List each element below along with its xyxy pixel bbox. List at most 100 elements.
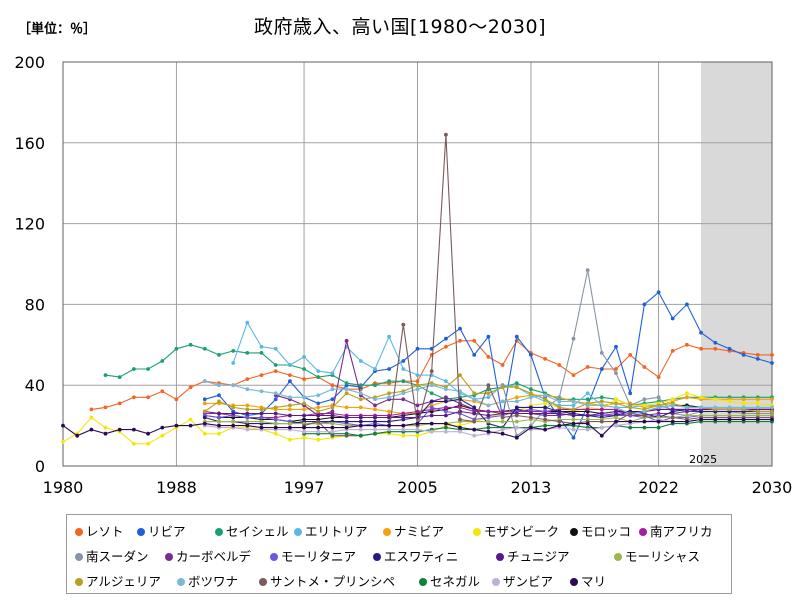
data-point [642,397,647,402]
data-point [132,441,136,446]
data-point [500,385,505,390]
data-point [486,391,491,396]
data-point [755,401,760,406]
data-point [458,425,462,430]
x-tick-label: 1997 [284,478,325,497]
data-point [373,397,377,402]
data-point [160,389,165,394]
data-point [330,409,335,414]
data-point [514,399,519,404]
data-point [358,419,363,424]
data-point [160,425,165,430]
data-point [458,373,462,377]
data-point [302,425,306,430]
chart-title: 政府歳入、高い国[1980～2030] [253,16,547,38]
data-point [628,353,633,357]
data-point [529,353,533,357]
data-point [670,316,675,321]
data-point [259,415,264,420]
data-point [259,425,264,430]
data-point [117,427,122,432]
data-point [755,417,760,422]
legend-marker-icon [383,528,391,536]
legend-marker-icon [270,553,278,561]
legend-item: セネガル [419,571,480,590]
data-point [273,391,278,396]
data-point [202,421,207,426]
data-point [656,419,661,424]
data-point [543,423,547,428]
data-point [557,423,562,428]
data-point [670,403,675,408]
chart-legend: レソト リビア セイシェル エリトリア ナミビア モザンビーク モロッコ 南アフリカ 南スーダン… [66,514,732,594]
data-point [373,407,377,412]
data-point [472,353,477,357]
data-point [415,433,420,438]
y-tick-label: 80 [25,295,45,314]
data-point [358,433,363,438]
data-point [614,367,618,371]
data-point [571,407,576,412]
data-point [727,346,732,351]
data-point [330,387,335,392]
data-point [330,421,335,426]
data-point [529,425,533,430]
data-point [217,415,221,420]
data-point [344,415,349,420]
data-point [571,373,576,377]
data-point [741,401,746,406]
data-point [174,423,179,428]
data-point [557,419,562,424]
data-point [217,431,221,436]
y-tick-label: 0 [35,457,45,476]
data-point [685,405,689,410]
legend-label: マリ [581,574,607,589]
data-point [486,403,491,408]
data-point [415,403,420,408]
line-chart: 0 40 80 120 160 200 1980 1988 1997 2005 2013 2022 20… [14,53,792,497]
data-point [231,419,236,424]
data-point [75,433,80,438]
data-point [670,349,675,353]
legend-label: サントメ・プリンシペ [270,574,396,589]
legend-marker-icon [215,528,223,536]
data-point [514,435,519,440]
legend-label: 南スーダン [86,549,149,564]
data-point [259,344,264,349]
legend-marker-icon [639,528,647,536]
data-point [599,411,604,416]
data-point [288,413,292,418]
data-point [202,401,207,406]
data-point [387,409,391,414]
data-point [373,383,377,388]
data-point [415,409,420,414]
data-point [302,407,306,412]
legend-item: ザンビア [492,571,553,590]
data-point [358,405,363,410]
data-point [330,429,335,434]
data-point [259,407,264,412]
y-tick-label: 200 [14,53,45,72]
data-point [699,405,703,410]
legend-item: モーリタニア [270,546,356,565]
data-point [500,363,505,367]
data-point [543,417,547,422]
data-point [117,401,122,406]
data-point [514,395,519,400]
data-point [273,417,278,422]
data-point [103,425,108,430]
legend-label: モザンビーク [484,524,560,539]
data-point [444,379,448,384]
data-point [727,417,732,422]
data-point [358,427,363,432]
data-point [288,373,292,377]
data-point [259,373,264,377]
data-point [415,373,420,377]
data-point [458,417,462,422]
data-point [614,415,618,420]
data-point [288,407,292,412]
legend-marker-icon [419,578,427,586]
data-point [500,415,505,420]
data-point [288,395,292,400]
data-point [642,365,647,369]
